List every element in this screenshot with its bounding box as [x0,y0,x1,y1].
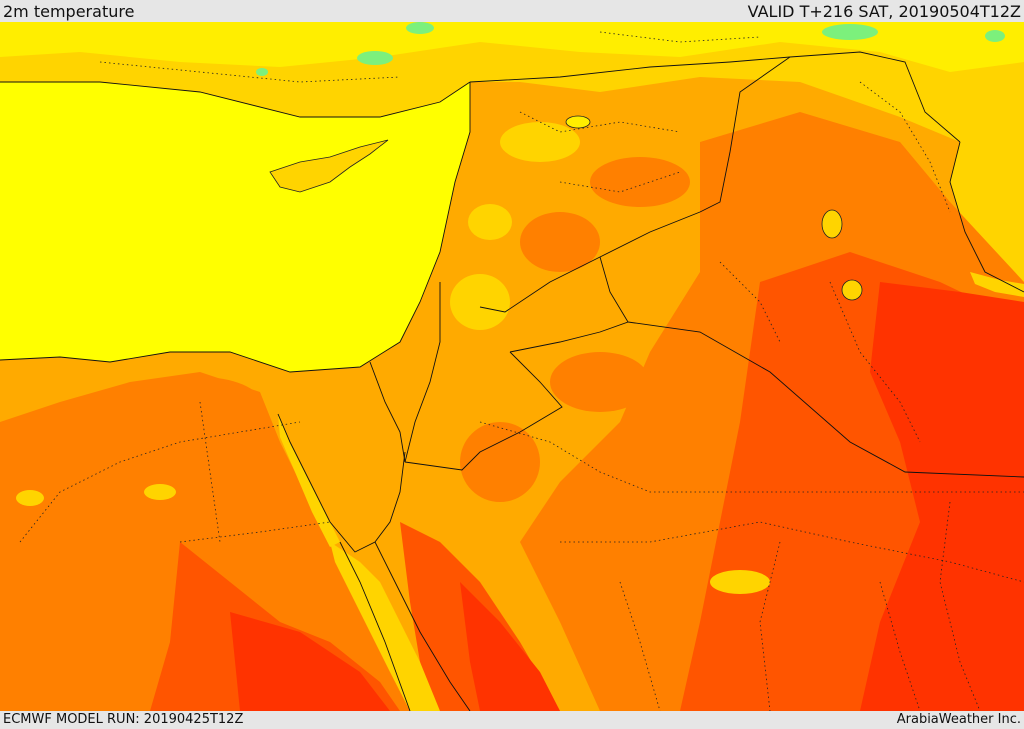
temperature-map [0,22,1024,711]
model-run-label: ECMWF MODEL RUN: 20190425T12Z [3,712,244,727]
green-patch-5 [256,68,268,76]
east-gold-band [950,122,1024,292]
coastlines [0,81,1024,711]
persian-gulf [970,272,1024,297]
cyprus-island [269,139,389,193]
red-sea [330,542,440,711]
lake-razazza [841,279,863,301]
valid-time-label: VALID T+216 SAT, 20190504T12Z [747,2,1021,21]
gold-blotches [16,122,770,594]
iraq-red [860,282,1024,711]
lake-assad [565,115,591,129]
footer-bar: ECMWF MODEL RUN: 20190425T12Z ArabiaWeat… [0,711,1024,729]
province-borders [19,31,1024,711]
green-patch-3 [822,24,878,40]
egypt-orange [0,372,420,711]
map-variable-title: 2m temperature [3,2,135,21]
green-patch-4 [985,30,1005,42]
lake-tharthar [821,209,843,239]
credit-label: ArabiaWeather Inc. [896,712,1021,727]
egypt-red [230,612,390,711]
green-patch-1 [406,22,434,34]
country-borders [369,51,1024,478]
north-light-band [0,22,1024,72]
green-patch-2 [357,51,393,65]
hejaz-red-2 [460,582,560,711]
warm-blotches [140,152,820,502]
header-bar: 2m temperature VALID T+216 SAT, 20190504… [0,0,1024,22]
mediterranean-sea [0,82,470,372]
